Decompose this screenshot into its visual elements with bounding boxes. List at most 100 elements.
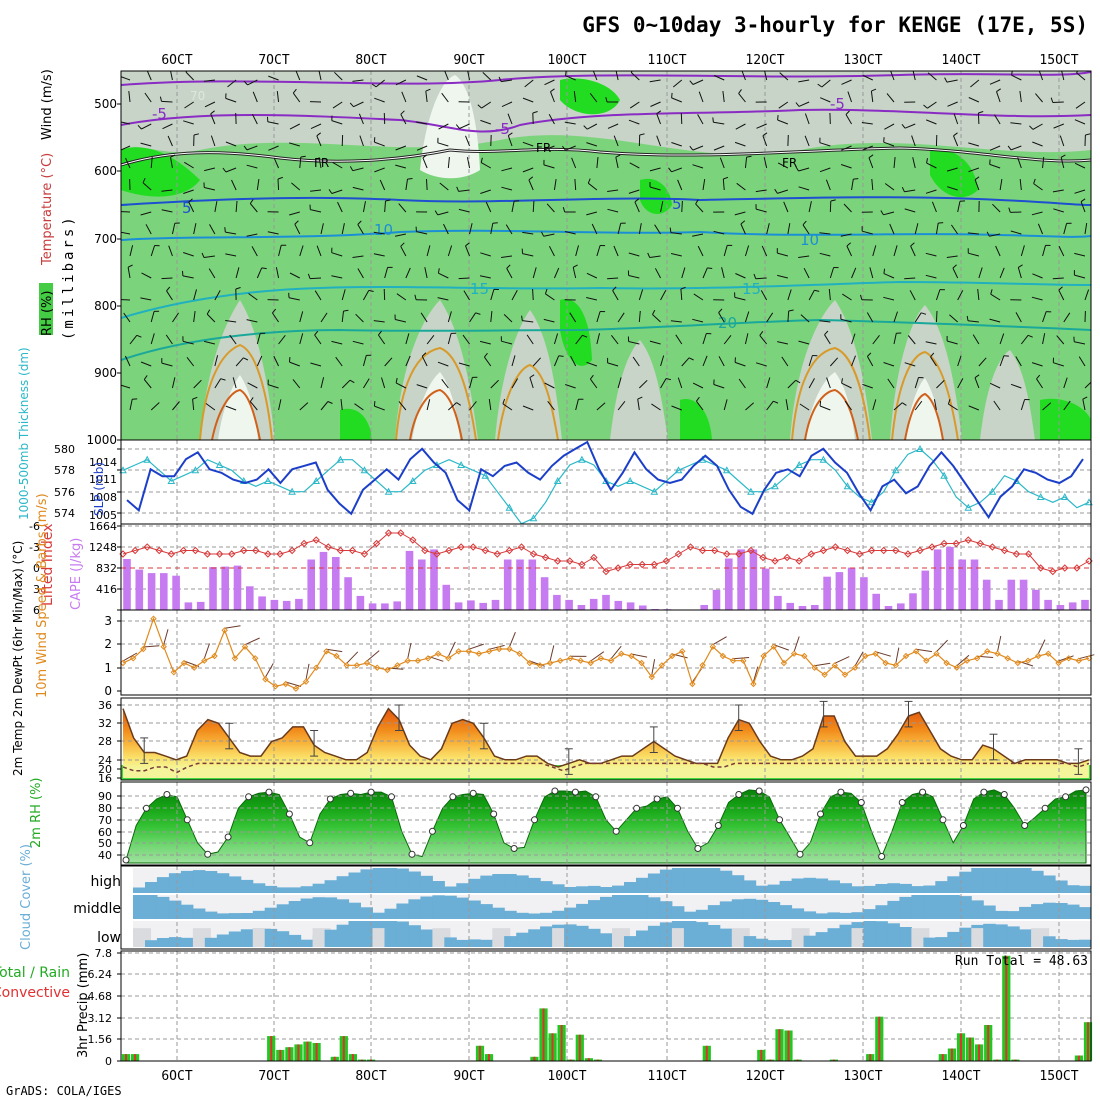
wind-barb	[804, 135, 810, 147]
cape-bar	[356, 595, 365, 610]
wind-barb	[1042, 402, 1052, 411]
wind-barb-flag	[1029, 125, 1034, 130]
wind-barb	[777, 252, 789, 257]
cloud-bar	[636, 894, 649, 920]
wind-barb-flag	[484, 352, 488, 358]
surface-wind-barb	[895, 647, 900, 664]
cape-bar	[196, 601, 205, 610]
precip-bar-convective	[542, 1008, 545, 1061]
cloud-bar	[576, 886, 589, 894]
cloud-bar	[767, 902, 781, 920]
wind-barb	[123, 312, 131, 323]
wind-barb	[1074, 119, 1086, 125]
wind-barb	[845, 114, 852, 125]
cloud-bar	[983, 923, 996, 947]
wind-barb	[161, 100, 173, 103]
lifted-index-marker	[879, 546, 888, 555]
wind-barb	[405, 179, 408, 191]
wind-barb	[926, 162, 937, 169]
wind-barb	[989, 382, 1001, 389]
wind-barb	[1032, 141, 1043, 147]
wind-barb	[310, 362, 322, 367]
wind-barb	[967, 232, 979, 235]
date-tick-label-top: 9OCT	[453, 53, 484, 68]
wind-barb-flag	[846, 242, 852, 247]
wind-barb	[544, 79, 555, 86]
wind-barb	[607, 277, 619, 280]
cloud-bar	[767, 884, 781, 894]
thickness-marker	[650, 487, 659, 495]
wind-barb	[310, 189, 322, 192]
y-tick-label: 576	[54, 486, 75, 499]
wind-barb	[1042, 157, 1045, 169]
thickness-marker	[288, 487, 296, 495]
wind-barb	[458, 362, 470, 367]
wind-barb	[734, 211, 746, 216]
wind-barb	[320, 377, 325, 389]
wind-barb-flag	[926, 158, 928, 164]
wind-barb	[615, 157, 619, 169]
wind-barb	[289, 123, 301, 130]
wind-barb	[528, 179, 534, 191]
wind-speed-marker	[434, 650, 442, 657]
wind-barb	[1082, 399, 1086, 411]
wind-barb	[1074, 162, 1086, 169]
wind-barb	[927, 72, 937, 81]
cape-bar	[565, 599, 573, 610]
cloud-bar	[168, 937, 182, 947]
wind-barb	[490, 311, 493, 323]
wind-barb	[331, 340, 343, 345]
wind-barb	[1052, 189, 1064, 193]
wind-speed-marker	[424, 655, 432, 662]
cloud-bar	[360, 907, 373, 920]
wind-barb	[140, 297, 152, 301]
wind-ylabel: 10m Wind Speed & Barbs (m/s)	[35, 493, 50, 698]
wind-speed-marker	[709, 643, 717, 650]
wind-speed-marker	[770, 643, 778, 650]
cloud-ylabel: Cloud Cover (%)	[19, 844, 34, 950]
contour-label: FR	[536, 141, 551, 155]
wind-barb-flag	[300, 155, 306, 158]
cloud-bar	[252, 883, 266, 894]
y-tick-label-right: 1664	[89, 520, 117, 533]
wind-barb-flag	[947, 399, 951, 405]
date-axis-top: 6OCT 7OCT 8OCT 9OCT 10OCT 11OCT 12OCT 13OCT 14OC…	[161, 53, 1078, 68]
upper-air-legend-temp: Temperature (°C)	[40, 153, 55, 266]
wind-barb	[289, 211, 300, 216]
cloud-bar	[971, 900, 984, 920]
cape-bar	[553, 594, 561, 610]
wind-barb	[681, 200, 683, 213]
wind-barb-flag	[944, 77, 948, 83]
precip-bar-convective	[587, 1058, 590, 1061]
rh-dry-pillar	[980, 350, 1035, 440]
contour-label: 5	[672, 195, 682, 213]
wind-barb-flag	[455, 124, 460, 129]
wind-barb	[953, 135, 959, 147]
cloud-bar	[408, 899, 421, 920]
date-tick-label-bottom: 9OCT	[453, 1069, 484, 1084]
thickness-marker	[384, 487, 393, 495]
wind-barb	[292, 92, 301, 103]
wind-barb	[893, 157, 896, 169]
wind-speed-marker	[414, 657, 422, 664]
cloud-bar	[600, 933, 613, 947]
cloud-bar	[468, 878, 481, 894]
wind-barb-flag	[901, 186, 905, 192]
wind-barb	[553, 355, 560, 367]
cloud-level-middle: middle	[73, 901, 121, 917]
rh-marker	[592, 793, 600, 801]
rh-marker	[674, 804, 681, 812]
cloud-bar	[1019, 929, 1032, 947]
wind-barb	[206, 313, 216, 323]
wind-barb	[532, 267, 537, 279]
wind-barb-flag	[665, 378, 672, 381]
wind-barb	[574, 178, 577, 191]
wind-speed-marker	[506, 645, 513, 653]
cape-bar	[233, 565, 242, 610]
y-tick-label: 50	[98, 837, 112, 850]
wind-barb	[909, 290, 916, 301]
wind-speed-marker	[740, 657, 747, 664]
wind-barb	[256, 333, 261, 345]
wind-barb-flag	[841, 378, 843, 384]
wind-speed-marker	[658, 662, 666, 669]
